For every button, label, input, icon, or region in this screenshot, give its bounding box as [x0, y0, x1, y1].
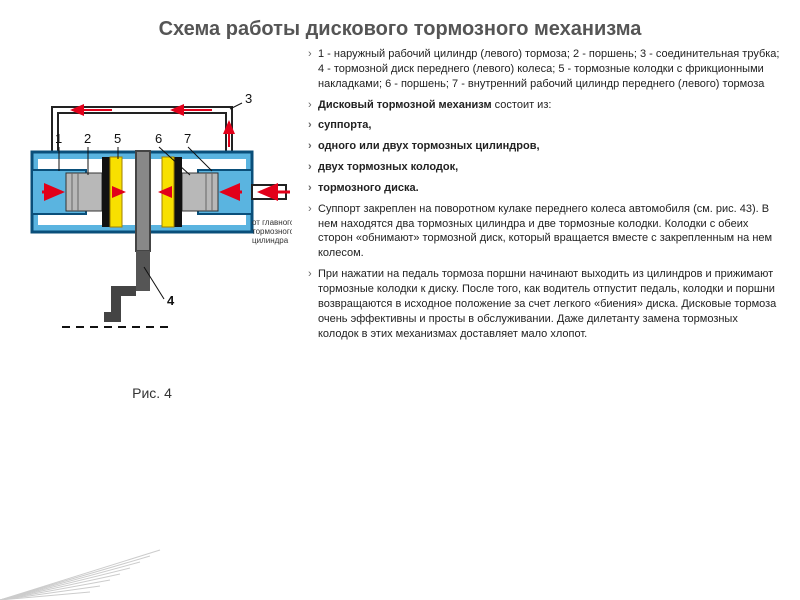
diagram-number-labels: 1 2 5 6 7 3 — [55, 91, 252, 146]
content: 1 2 5 6 7 3 4 от главн — [0, 47, 800, 401]
svg-text:4: 4 — [167, 293, 175, 308]
legend-text: 1 - наружный рабочий цилиндр (левого) то… — [308, 47, 780, 92]
corner-decoration — [0, 520, 180, 600]
svg-text:7: 7 — [184, 131, 191, 146]
diagram-column: 1 2 5 6 7 3 4 от главн — [12, 47, 292, 401]
intro-lead: Дисковый тормозной механизм — [318, 99, 492, 111]
text-column: 1 - наружный рабочий цилиндр (левого) то… — [292, 47, 780, 401]
component-4: тормозного диска. — [308, 181, 780, 196]
component-2: одного или двух тормозных цилиндров, — [308, 139, 780, 154]
figure-caption: Рис. 4 — [12, 385, 292, 401]
paragraph-1: Суппорт закреплен на поворотном кулаке п… — [308, 202, 780, 261]
page-title: Схема работы дискового тормозного механи… — [0, 0, 800, 47]
component-1: суппорта, — [308, 118, 780, 133]
intro-rest: состоит из: — [492, 99, 552, 111]
paragraph-2: При нажатии на педаль тормоза поршни нач… — [308, 267, 780, 341]
component-3: двух тормозных колодок, — [308, 160, 780, 175]
svg-text:5: 5 — [114, 131, 121, 146]
svg-text:от главного тормозно: от главного тормозного цилиндра — [252, 218, 292, 245]
brake-diagram: 1 2 5 6 7 3 4 от главн — [12, 47, 292, 377]
svg-text:2: 2 — [84, 131, 91, 146]
svg-text:6: 6 — [155, 131, 162, 146]
svg-text:1: 1 — [55, 131, 62, 146]
intro-line: Дисковый тормозной механизм состоит из: — [308, 98, 780, 113]
svg-text:3: 3 — [245, 91, 252, 106]
